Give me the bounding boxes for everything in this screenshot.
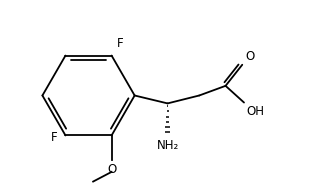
Text: O: O — [245, 50, 254, 63]
Text: F: F — [117, 37, 124, 50]
Text: O: O — [107, 163, 116, 176]
Text: NH₂: NH₂ — [156, 139, 179, 152]
Text: F: F — [51, 131, 58, 144]
Text: OH: OH — [247, 105, 265, 118]
